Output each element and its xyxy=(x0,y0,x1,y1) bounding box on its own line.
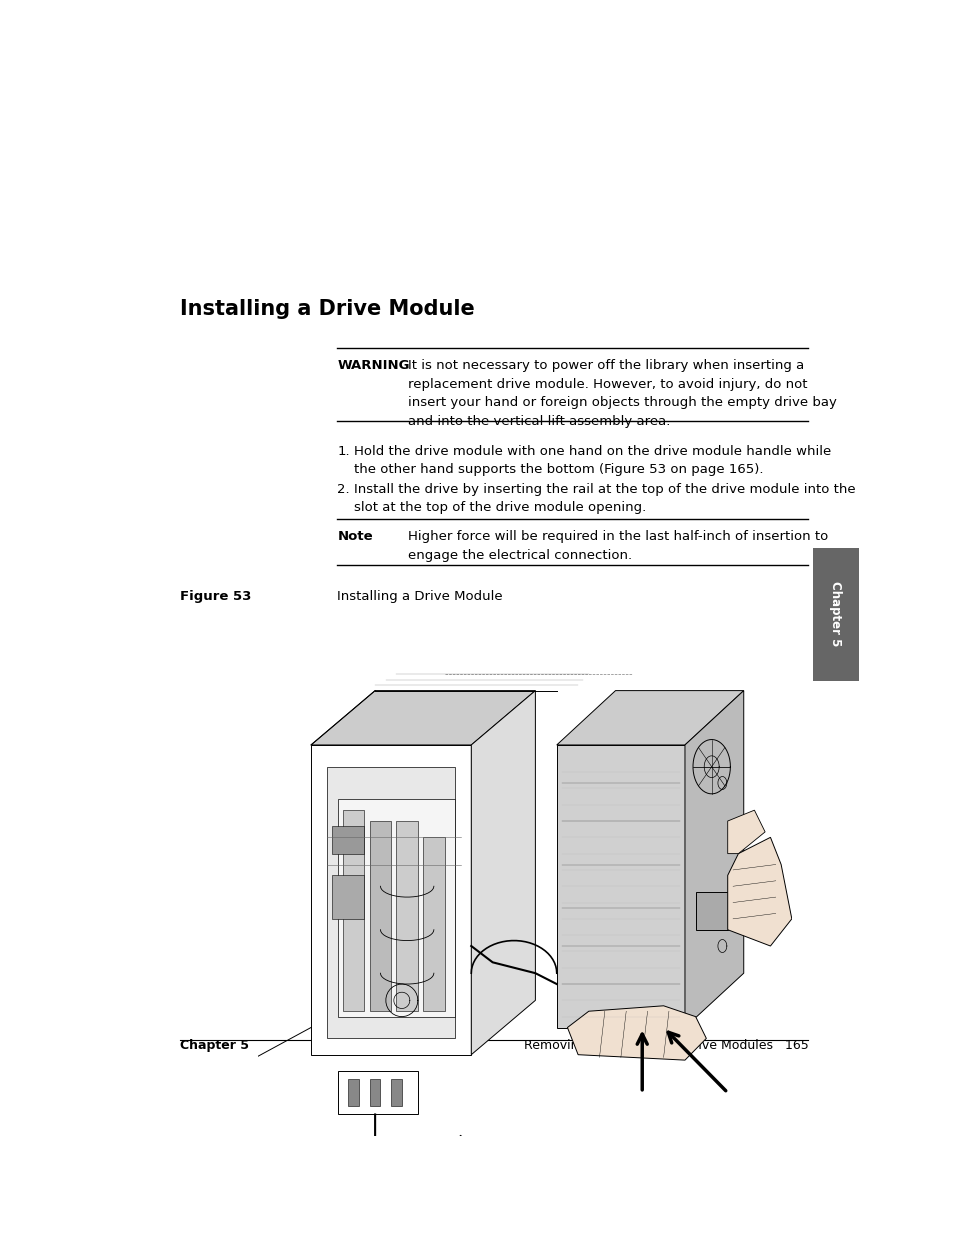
Text: WARNING: WARNING xyxy=(337,359,410,372)
Polygon shape xyxy=(684,690,743,1028)
Polygon shape xyxy=(471,690,535,1055)
Bar xyxy=(370,1079,380,1107)
Text: Note: Note xyxy=(337,531,373,543)
Polygon shape xyxy=(557,745,684,1028)
Bar xyxy=(423,837,444,1011)
Bar xyxy=(332,876,364,919)
Polygon shape xyxy=(337,799,455,1016)
Text: 2.: 2. xyxy=(337,483,350,496)
Text: Chapter 5: Chapter 5 xyxy=(828,582,841,647)
Polygon shape xyxy=(727,837,791,946)
Text: Installing a Drive Module: Installing a Drive Module xyxy=(180,299,475,320)
Polygon shape xyxy=(311,690,535,745)
FancyBboxPatch shape xyxy=(812,547,858,680)
Text: 1.: 1. xyxy=(337,445,350,458)
Text: Installing a Drive Module: Installing a Drive Module xyxy=(337,590,502,604)
Text: Install the drive by inserting the rail at the top of the drive module into the
: Install the drive by inserting the rail … xyxy=(354,483,855,515)
Text: Hold the drive module with one hand on the drive module handle while
the other h: Hold the drive module with one hand on t… xyxy=(354,445,831,477)
Polygon shape xyxy=(327,767,455,1039)
Text: Chapter 5: Chapter 5 xyxy=(180,1039,249,1052)
Polygon shape xyxy=(337,1071,417,1114)
Bar xyxy=(370,821,391,1011)
Text: Removing and Replacing Drive Modules   165: Removing and Replacing Drive Modules 165 xyxy=(523,1039,807,1052)
Polygon shape xyxy=(311,745,471,1055)
Text: Higher force will be required in the last half-inch of insertion to
engage the e: Higher force will be required in the las… xyxy=(407,531,827,562)
Bar xyxy=(343,810,364,1011)
Polygon shape xyxy=(727,810,764,853)
Polygon shape xyxy=(567,1005,705,1060)
Bar xyxy=(396,821,417,1011)
Polygon shape xyxy=(695,892,727,930)
Bar xyxy=(348,1079,358,1107)
Bar xyxy=(391,1079,401,1107)
Text: Figure 53: Figure 53 xyxy=(180,590,251,604)
Bar xyxy=(332,826,364,853)
Text: It is not necessary to power off the library when inserting a
replacement drive : It is not necessary to power off the lib… xyxy=(407,359,836,427)
Polygon shape xyxy=(557,690,743,745)
